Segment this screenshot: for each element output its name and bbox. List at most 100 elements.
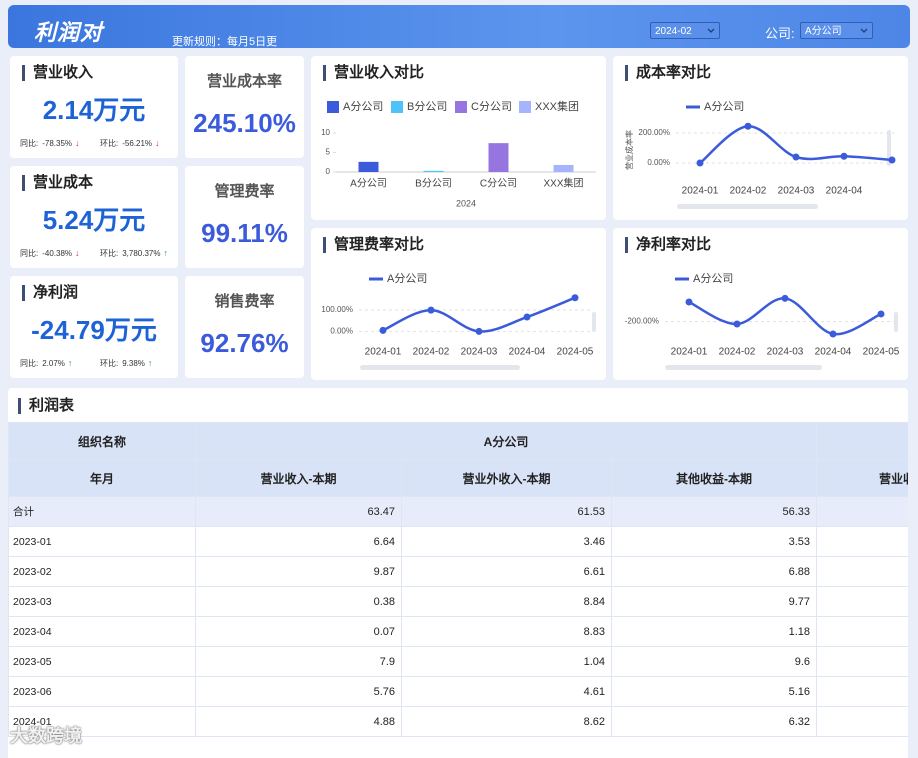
table-cell: 1.18: [610, 616, 818, 647]
rate-card: 销售费率 92.76%: [185, 276, 304, 378]
kpi-title: 营业成本: [22, 175, 93, 191]
data-point: [379, 326, 387, 334]
table-cell: 6.61: [401, 556, 612, 587]
kpi-yoy: 同比: -78.35% ↓: [20, 138, 80, 149]
chart: 0.00% 200.00% 2024-01 2024-02 2024-03 2024-04…: [624, 100, 896, 209]
trend-arrow: ↑: [163, 248, 169, 258]
kpi-yoy: 同比: -40.38% ↓: [20, 248, 80, 259]
y-axis-label: 营业成本率: [624, 130, 634, 170]
data-point: [829, 330, 837, 338]
data-point: [475, 327, 483, 335]
x-tick-label: C分公司: [480, 178, 517, 190]
table-cell: [816, 616, 908, 647]
chart-title: 成本率对比: [625, 65, 711, 81]
y-tick-label: 10: [321, 128, 330, 137]
bar: [423, 170, 444, 172]
data-point: [877, 310, 885, 318]
chart-title: 管理费率对比: [323, 237, 424, 253]
x-tick-label: 2024-04: [815, 347, 852, 358]
table-cell: 5.76: [195, 676, 402, 707]
x-tick-label: 2024-03: [461, 347, 498, 358]
table-panel: 利润表组织名称A分公司年月营业收入-本期营业外收入-本期其他收益-本期营业收合计…: [8, 388, 908, 758]
table-row: 2023-02 9.87 6.61 6.88: [8, 556, 908, 587]
table-cell: 56.33: [610, 496, 818, 527]
v-scrollbar: [592, 312, 596, 332]
chart: -200.00% 2024-01 2024-02 2024-03 2024-04 2024…: [625, 272, 900, 370]
x-tick-label: 2024-01: [671, 347, 708, 358]
rate-value: 92.76%: [200, 328, 289, 358]
watermark: 大数跨境: [10, 726, 82, 746]
x-tick-label: 2024-03: [767, 347, 804, 358]
header-cell: 营业收入-本期: [195, 459, 402, 497]
mom-label: 环比:: [100, 249, 119, 258]
table-cell: 2023-01: [8, 526, 196, 557]
table-cell: [816, 706, 908, 737]
table-cell: 2023-04: [8, 616, 196, 647]
table-row: 2024-01 4.88 8.62 6.32: [8, 706, 908, 737]
kpi-yoy: 同比: 2.07% ↑: [20, 358, 72, 369]
kpi-card: 营业成本 5.24万元 同比: -40.38% ↓ 环比: 3,780.37% ↑: [10, 166, 178, 268]
data-point: [888, 156, 896, 164]
company-label: 公司:: [765, 26, 795, 41]
table-cell: [816, 556, 908, 587]
legend-label: C分公司: [471, 100, 512, 113]
header-cell: [816, 422, 908, 460]
table-cell: [816, 496, 908, 527]
table-cell: 8.84: [401, 586, 612, 617]
x-axis-label: 2024: [456, 198, 476, 208]
y-tick-label: -200.00%: [625, 317, 659, 326]
table-cell: 0.38: [195, 586, 402, 617]
trend-arrow: ↓: [75, 138, 80, 148]
chart-card: 营业收入对比 0 5 10 A分公司 B分公司 C分公司 XXX集团 2024 A分公司 B分公司 C…: [311, 56, 606, 220]
legend-label: A分公司: [704, 100, 744, 113]
table-cell: 3.53: [610, 526, 818, 557]
rate-card: 管理费率 99.11%: [185, 166, 304, 268]
table-cell: 2024-01: [8, 706, 196, 737]
table-row: 2023-03 0.38 8.84 9.77: [8, 586, 908, 617]
yoy-label: 同比:: [20, 249, 39, 258]
yoy-value: -40.38%: [42, 249, 73, 258]
x-tick-label: B分公司: [415, 178, 452, 190]
trend-arrow: ↓: [155, 138, 160, 148]
table-cell: [816, 676, 908, 707]
bar: [488, 143, 509, 172]
v-scrollbar: [894, 312, 898, 332]
x-tick-label: 2024-02: [730, 186, 767, 197]
table: 组织名称A分公司年月营业收入-本期营业外收入-本期其他收益-本期营业收合计63.…: [8, 422, 908, 737]
chart: 0.00% 100.00% 2024-01 2024-02 2024-03 2024-04…: [321, 272, 596, 370]
chevron: [860, 28, 868, 33]
chart-title: 营业收入对比: [323, 65, 424, 81]
table-cell: 6.32: [610, 706, 818, 737]
table-cell: 9.87: [195, 556, 402, 587]
legend-label: A分公司: [343, 100, 383, 113]
company-select[interactable]: A分公司: [800, 22, 873, 39]
table-cell: 2023-03: [8, 586, 196, 617]
kpi-mom: 环比: 9.38% ↑: [100, 358, 152, 369]
chart-title: 净利率对比: [625, 237, 711, 253]
table-cell: 3.46: [401, 526, 612, 557]
data-point: [792, 153, 800, 161]
rate-value: 99.11%: [201, 218, 288, 248]
table-cell: 6.88: [610, 556, 818, 587]
y-tick-label: 200.00%: [638, 128, 670, 137]
date-select[interactable]: 2024-02: [650, 22, 720, 39]
legend-swatch: [519, 101, 531, 113]
mom-label: 环比:: [100, 139, 119, 148]
yoy-value: -78.35%: [42, 139, 73, 148]
kpi-mom: 环比: 3,780.37% ↑: [100, 248, 168, 259]
table-cell: 8.62: [401, 706, 612, 737]
header-cell: 年月: [8, 459, 196, 497]
kpi-value: 2.14万元: [42, 95, 146, 125]
table-cell: 2023-02: [8, 556, 196, 587]
chart-card: 管理费率对比 0.00% 100.00% 2024-01 2024-02 2024-03 2…: [311, 228, 606, 380]
date-value: 2024-02: [655, 26, 692, 37]
table-cell: 61.53: [401, 496, 612, 527]
group-header-row: 组织名称 A分公司: [8, 422, 908, 460]
table-cell: 5.16: [610, 676, 818, 707]
data-point: [523, 313, 531, 321]
x-tick-label: 2024-04: [826, 186, 863, 197]
table-cell: 9.6: [610, 646, 818, 677]
x-tick-label: 2024-04: [509, 347, 546, 358]
x-tick-label: 2024-01: [365, 347, 402, 358]
